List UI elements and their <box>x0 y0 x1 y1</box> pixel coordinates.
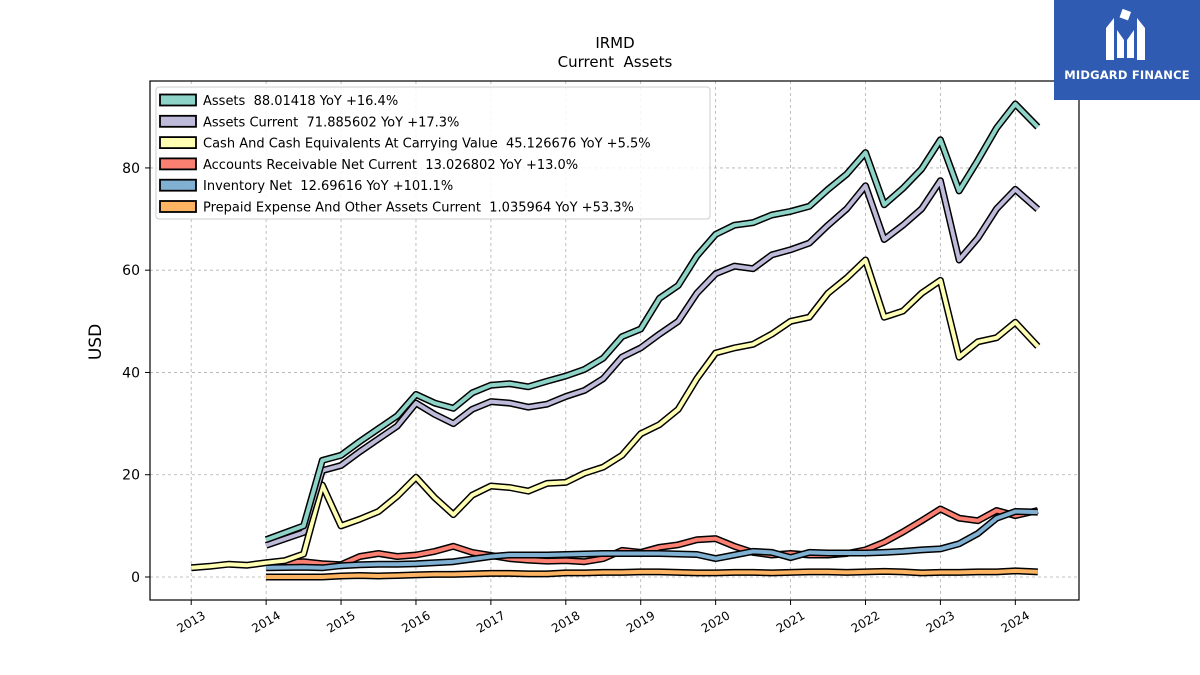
series-layer <box>190 100 1041 581</box>
series-line <box>266 507 1039 567</box>
series-line-outline <box>264 177 1041 549</box>
x-tick-label: 2015 <box>324 608 357 635</box>
series-line <box>191 258 1040 570</box>
legend-swatch <box>159 114 197 128</box>
grid <box>150 81 1079 600</box>
brand-name: MIDGARD FINANCE <box>1064 68 1190 82</box>
chart-title: IRMD <box>595 34 634 52</box>
series-line <box>266 568 1038 579</box>
legend-swatch <box>159 157 197 171</box>
series-line <box>266 509 1038 570</box>
legend: Assets 88.01418 YoY +16.4% Assets Current… <box>155 86 711 220</box>
x-tick-label: 2016 <box>399 608 432 635</box>
legend-swatch <box>159 200 197 213</box>
series-line <box>265 178 1040 548</box>
y-tick-label: 80 <box>122 161 140 177</box>
x-tick-label: 2024 <box>999 608 1032 635</box>
plot-frame <box>149 80 1080 601</box>
y-tick-label: 20 <box>122 468 140 484</box>
legend-swatch <box>159 178 197 192</box>
legend-label: Inventory Net 12.69616 YoY +101.1% <box>203 179 453 194</box>
x-tick-label: 2020 <box>699 608 732 635</box>
y-tick-label: 40 <box>122 365 140 381</box>
y-tick-label: 0 <box>131 570 140 586</box>
y-axis: 0 20 40 60 80 <box>122 161 150 586</box>
x-tick-label: 2019 <box>624 608 657 635</box>
x-tick-label: 2013 <box>174 608 207 635</box>
legend-swatch <box>159 93 197 107</box>
legend-label: Cash And Cash Equivalents At Carrying Va… <box>203 137 651 152</box>
y-tick-label: 60 <box>122 263 140 279</box>
x-tick-label: 2018 <box>549 608 582 635</box>
legend-label: Assets Current 71.885602 YoY +17.3% <box>203 115 459 130</box>
x-tick-label: 2017 <box>474 608 507 635</box>
legend-label: Accounts Receivable Net Current 13.02680… <box>203 158 578 173</box>
brand-logo: MIDGARD FINANCE <box>1054 0 1200 100</box>
legend-label: Prepaid Expense And Other Assets Current… <box>203 201 634 216</box>
x-tick-label: 2023 <box>924 608 957 635</box>
series-line <box>265 102 1040 542</box>
legend-label: Assets 88.01418 YoY +16.4% <box>203 94 398 109</box>
legend-swatch <box>159 136 197 150</box>
x-axis: 2013 2014 2015 2016 2017 2018 2019 2020 2021 2022… <box>174 600 1032 636</box>
x-tick-label: 2022 <box>849 608 882 635</box>
legend-box <box>155 86 711 220</box>
brand-logo-icon <box>1106 8 1145 60</box>
y-axis-label: USD <box>86 324 106 360</box>
chart-subtitle: Current Assets <box>558 53 673 71</box>
x-tick-label: 2021 <box>774 608 807 635</box>
x-tick-label: 2014 <box>249 608 282 635</box>
